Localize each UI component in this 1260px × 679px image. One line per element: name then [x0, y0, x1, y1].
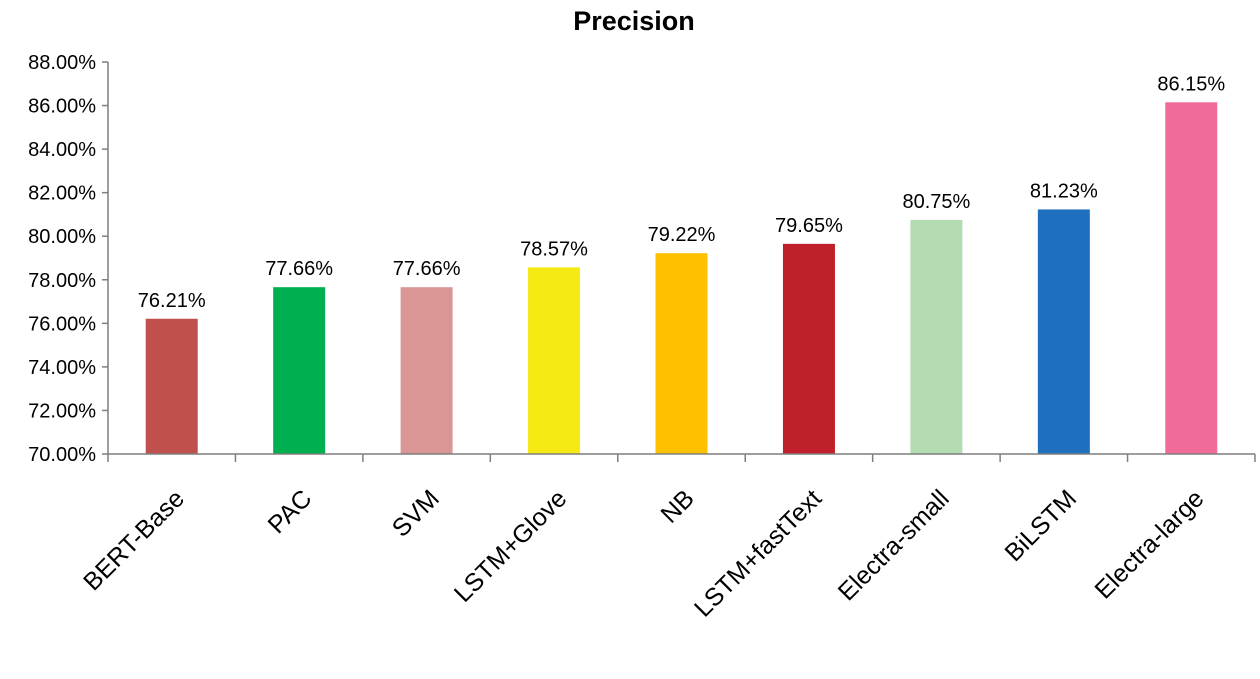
- y-tick-label: 80.00%: [28, 226, 96, 248]
- y-tick-label: 78.00%: [28, 270, 96, 292]
- y-tick-label: 74.00%: [28, 357, 96, 379]
- bar: [400, 287, 453, 454]
- data-label: 86.15%: [1157, 73, 1225, 95]
- bar: [528, 267, 581, 454]
- x-tick-label: BiLSTM: [999, 484, 1082, 567]
- y-tick-label: 70.00%: [28, 444, 96, 466]
- x-tick-label: Electra-large: [1090, 484, 1210, 604]
- x-tick-label: PAC: [263, 484, 318, 539]
- data-label: 81.23%: [1030, 180, 1098, 202]
- x-tick-label: SVM: [387, 484, 445, 542]
- y-tick-label: 76.00%: [28, 313, 96, 335]
- x-axis: BERT-Base PAC SVM LSTM+Glove NBLSTM+fastText…: [78, 453, 1256, 623]
- x-tick-label: Electra-small: [833, 484, 955, 606]
- data-label: 77.66%: [393, 258, 461, 280]
- y-tick-label: 72.00%: [28, 400, 96, 422]
- x-tick-label: LSTM+fastText: [689, 484, 827, 622]
- y-tick-label: 82.00%: [28, 183, 96, 205]
- bars: 76.21% 77.66% 77.66% 78.57% 79.22% 79.65% 80.7…: [138, 73, 1225, 455]
- y-tick-label: 86.00%: [28, 96, 96, 118]
- bar: [1165, 102, 1218, 455]
- bar: [655, 253, 708, 454]
- x-tick-label: NB: [655, 484, 699, 528]
- y-tick-label: 88.00%: [28, 52, 96, 74]
- bar: [910, 219, 963, 454]
- bar: [145, 318, 198, 454]
- bar: [782, 243, 835, 454]
- data-label: 79.22%: [648, 224, 716, 246]
- bar: [1037, 209, 1090, 454]
- chart-title: Precision: [573, 6, 695, 36]
- data-label: 78.57%: [520, 238, 588, 260]
- data-label: 79.65%: [775, 215, 843, 237]
- bar: [273, 287, 326, 454]
- y-axis: 70.00% 72.00% 74.00% 76.00% 78.00% 80.00% 82.0…: [28, 52, 109, 466]
- data-label: 76.21%: [138, 290, 206, 312]
- x-tick-label: LSTM+Glove: [449, 484, 572, 607]
- data-label: 80.75%: [902, 191, 970, 213]
- data-label: 77.66%: [265, 258, 333, 280]
- y-tick-label: 84.00%: [28, 139, 96, 161]
- x-tick-label: BERT-Base: [78, 484, 190, 596]
